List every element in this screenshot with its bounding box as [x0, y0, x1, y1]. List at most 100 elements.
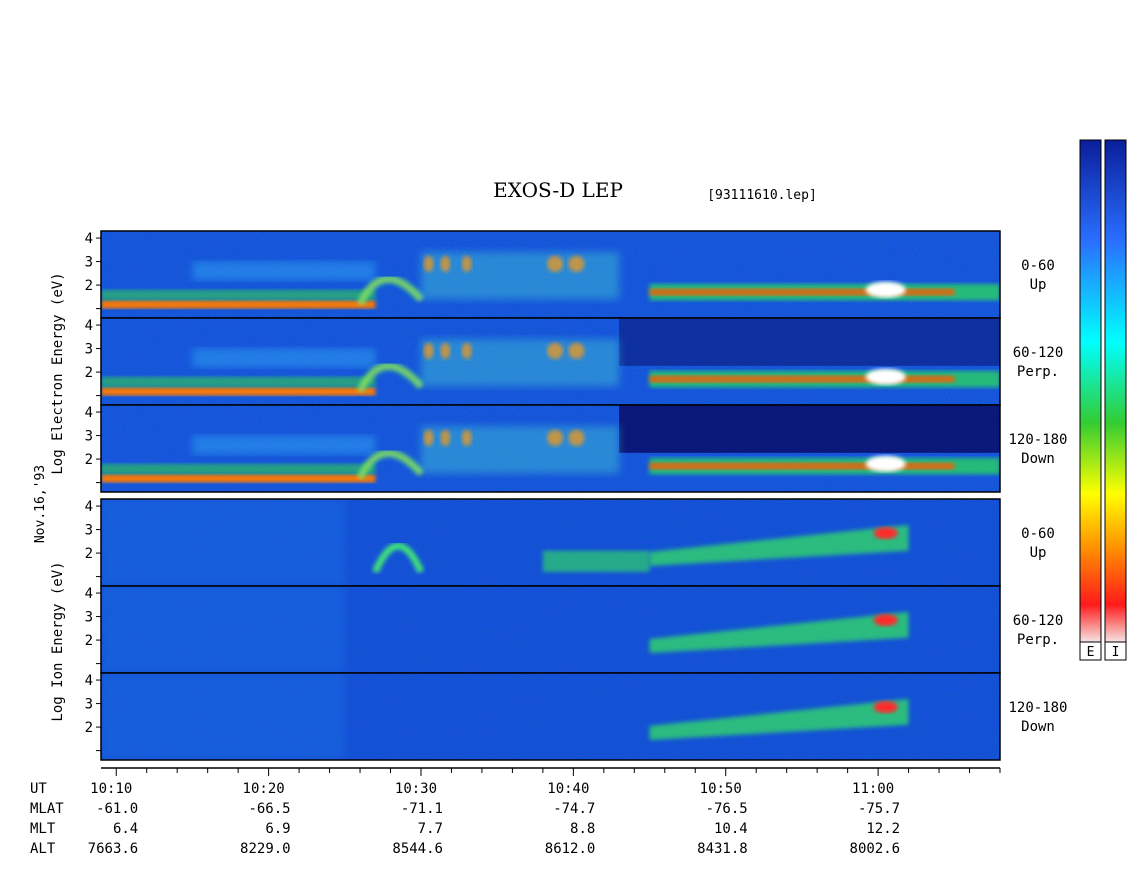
y-tick-label: 4	[85, 405, 93, 421]
y-tick-label: 2	[85, 720, 93, 736]
y-tick-label: 2	[85, 365, 93, 381]
ion-colorbar-label-box	[1104, 641, 1127, 661]
ephemeris-mlt-value: 6.4	[113, 821, 138, 837]
electron-pitch-range-label: 60-120	[1013, 345, 1064, 361]
electron-colorbar-label-box	[1079, 641, 1102, 661]
ion-direction-label: Up	[1030, 545, 1047, 561]
high-band	[649, 462, 955, 470]
low-energy-band	[101, 300, 376, 309]
ion-left-diffuse	[101, 673, 345, 760]
y-tick-label: 2	[85, 633, 93, 649]
color-scale: E I	[1079, 139, 1127, 661]
y-tick-label: 3	[85, 610, 93, 626]
arc-halo	[355, 448, 425, 480]
y-axis-labels: Log Electron Energy (eV) Log Ion Energy (…	[50, 272, 66, 721]
hot-spot	[865, 368, 906, 385]
y-tick-label: 4	[85, 231, 93, 247]
arc-halo	[355, 361, 425, 393]
low-energy-band	[101, 474, 376, 483]
ephemeris-mlat-value: -71.1	[401, 801, 443, 817]
electron-pitch-range-label: 0-60	[1021, 258, 1055, 274]
electron-pitch-range-label: 120-180	[1008, 432, 1067, 448]
ion-pitch-range-label: 120-180	[1008, 700, 1067, 716]
high-band	[649, 288, 955, 296]
ephemeris-ut-value: 10:10	[90, 781, 132, 797]
ephemeris-ut-value: 10:50	[700, 781, 742, 797]
time-axis	[101, 767, 1001, 776]
ephemeris-ut-value: 10:30	[395, 781, 437, 797]
y-tick-label: 2	[85, 278, 93, 294]
electron-direction-label: Up	[1030, 277, 1047, 293]
panel-labels: 0-60 Up 60-120 Perp. 120-180 Down 0-60 Up 60-120…	[1008, 258, 1067, 735]
electron-colorbar	[1079, 139, 1102, 646]
ion-hot-spot	[873, 527, 898, 540]
y-tick-label: 3	[85, 342, 93, 358]
ephemeris-mlt-value: 6.9	[265, 821, 290, 837]
ion-arc	[372, 542, 425, 574]
ion-conic-band	[649, 611, 909, 654]
ephemeris-mlat-value: -76.5	[706, 801, 748, 817]
ephemeris-row-label: ALT	[30, 841, 56, 857]
y-tick-label: 3	[85, 523, 93, 539]
ion-low-band	[542, 550, 650, 572]
diffuse-band	[192, 261, 376, 281]
ephemeris-mlt-value: 10.4	[714, 821, 748, 837]
electron-direction-label: Perp.	[1017, 364, 1059, 380]
ephemeris-ut-value: 11:00	[852, 781, 894, 797]
burst-region	[420, 252, 620, 300]
burst-region	[420, 339, 620, 387]
ion-conic-band	[649, 524, 909, 567]
ephemeris-alt-value: 7663.6	[88, 841, 139, 857]
high-band	[649, 375, 955, 383]
ephemeris-alt-value: 8612.0	[545, 841, 596, 857]
ephemeris-alt-value: 8544.6	[392, 841, 443, 857]
spectrogram-panels: 2 3 4 2 3 4 2 3 4 2 3 4 2 3 4 2 3 4	[85, 230, 1001, 761]
electron-colorbar-label: E	[1087, 645, 1095, 660]
ephemeris-table: UT 10:10 10:20 10:30 10:40 10:50 11:00 MLAT -61.…	[30, 781, 900, 857]
ephemeris-mlt-value: 12.2	[866, 821, 900, 837]
electron-panel-0: 2 3 4	[85, 230, 1001, 319]
ephemeris-mlat-value: -66.5	[248, 801, 290, 817]
ephemeris-alt-value: 8229.0	[240, 841, 291, 857]
y-tick-label: 4	[85, 499, 93, 515]
ephemeris-row-label: MLT	[30, 821, 56, 837]
file-label: [93111610.lep]	[707, 188, 817, 203]
electron-panel-1: 2 3 4	[85, 317, 1001, 406]
ion-panel-1: 2 3 4	[85, 585, 1001, 674]
ephemeris-mlat-value: -74.7	[553, 801, 595, 817]
ephemeris-alt-value: 8002.6	[850, 841, 901, 857]
dark-region	[619, 318, 1000, 366]
ion-hot-spot	[873, 614, 898, 627]
y-tick-label: 4	[85, 673, 93, 689]
ion-y-axis-label: Log Ion Energy (eV)	[50, 561, 66, 721]
panel-border	[100, 404, 1001, 493]
ion-panel-0: 2 3 4	[85, 498, 1001, 587]
ion-left-diffuse	[101, 586, 345, 673]
y-tick-label: 3	[85, 429, 93, 445]
panel-border	[100, 672, 1001, 761]
hot-spot	[865, 281, 906, 298]
ion-direction-label: Down	[1021, 719, 1055, 735]
diffuse-band	[192, 435, 376, 455]
ion-colorbar-label: I	[1112, 645, 1120, 660]
ephemeris-ut-value: 10:20	[243, 781, 285, 797]
y-tick-label: 4	[85, 586, 93, 602]
ephemeris-mlt-value: 7.7	[418, 821, 443, 837]
ion-left-diffuse	[101, 499, 345, 586]
ion-pitch-range-label: 60-120	[1013, 613, 1064, 629]
dark-region	[619, 405, 1000, 453]
y-tick-label: 3	[85, 255, 93, 271]
burst-region	[420, 426, 620, 474]
electron-direction-label: Down	[1021, 451, 1055, 467]
electron-panel-2: 2 3 4	[85, 404, 1001, 493]
low-energy-halo	[101, 376, 376, 388]
low-energy-band	[101, 387, 376, 396]
y-tick-label: 2	[85, 452, 93, 468]
ephemeris-alt-value: 8431.8	[697, 841, 748, 857]
ion-direction-label: Perp.	[1017, 632, 1059, 648]
ephemeris-row-label: UT	[30, 781, 47, 797]
ion-pitch-range-label: 0-60	[1021, 526, 1055, 542]
date-label: Nov.16,'93	[33, 465, 48, 543]
ion-conic-band	[649, 698, 909, 741]
